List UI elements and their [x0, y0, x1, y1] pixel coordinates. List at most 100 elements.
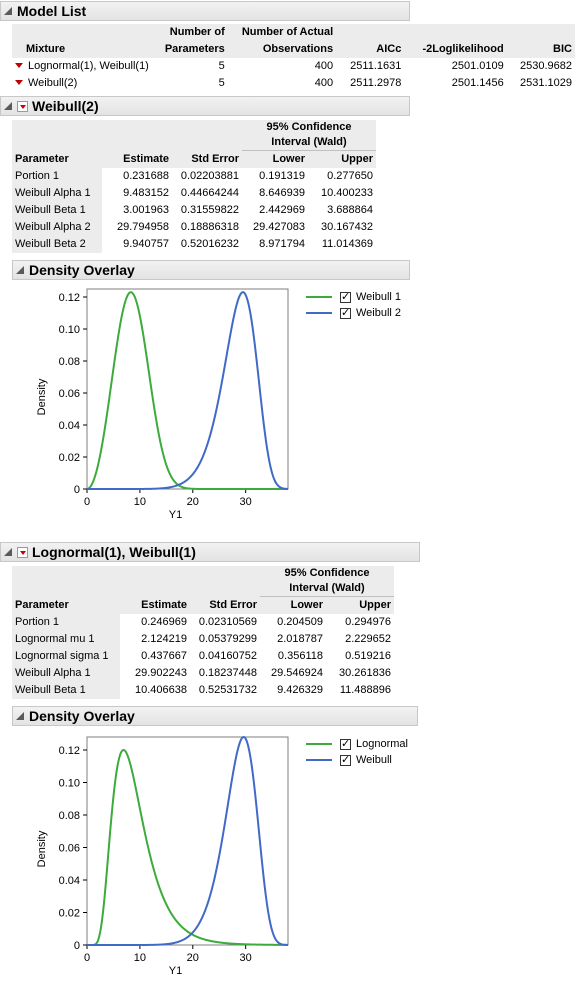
ci-header-line1: 95% Confidence: [266, 121, 352, 133]
legend-label: Weibull 2: [356, 307, 402, 319]
col-header-stderr: Std Error: [172, 150, 242, 168]
y-axis-label: Density: [36, 830, 48, 867]
x-tick-label: 10: [134, 496, 146, 508]
estimate-cell: 0.231688: [123, 170, 169, 182]
mixture-name: Weibull(2): [28, 77, 78, 89]
col-header-parameter: Parameter: [12, 150, 102, 168]
stderr-cell: 0.05379299: [198, 633, 257, 645]
checkbox-icon[interactable]: [340, 737, 351, 750]
y-tick-label: 0.04: [59, 875, 80, 887]
model-list-header[interactable]: Model List: [0, 1, 410, 21]
y-tick-label: 0.06: [59, 843, 80, 855]
ci-header: 95% Confidence Interval (Wald): [260, 566, 394, 597]
red-triangle-menu-icon[interactable]: [15, 63, 23, 68]
y-tick-label: 0.06: [59, 388, 80, 400]
col-header-obs: Observations: [227, 41, 337, 58]
stderr-cell: 0.31559822: [180, 204, 239, 216]
estimate-cell: 2.124219: [141, 633, 187, 645]
density-overlay-header-1[interactable]: Density Overlay: [12, 260, 410, 280]
estimate-cell: 0.437667: [141, 650, 187, 662]
checkbox-icon[interactable]: [340, 753, 351, 766]
legend-item[interactable]: Lognormal: [306, 736, 408, 752]
x-axis-label: Y1: [169, 965, 182, 977]
col-header-stderr: Std Error: [190, 596, 260, 614]
ci-header-line2: Interval (Wald): [289, 582, 365, 594]
series-line-weibull: [87, 735, 289, 946]
params-cell: 5: [218, 77, 225, 89]
col-header-upper: Upper: [308, 150, 376, 168]
disclosure-icon[interactable]: [3, 101, 13, 111]
y-tick-label: 0.08: [59, 356, 80, 368]
red-triangle-menu-icon[interactable]: [17, 100, 28, 112]
y-tick-label: 0: [74, 940, 80, 952]
weibull2-title: Weibull(2): [32, 98, 99, 114]
ci-header: 95% Confidence Interval (Wald): [242, 120, 376, 151]
stderr-cell: 0.52016232: [180, 238, 239, 250]
overlay-title: Density Overlay: [29, 708, 135, 724]
lognormal-weibull-header[interactable]: Lognormal(1), Weibull(1): [0, 542, 420, 562]
legend-item[interactable]: Weibull 1: [306, 289, 401, 305]
bic-cell: 2530.9682: [520, 60, 572, 72]
disclosure-icon[interactable]: [3, 547, 13, 557]
stderr-cell: 0.52531732: [198, 684, 257, 696]
y-tick-label: 0.10: [59, 778, 80, 790]
x-tick-label: 30: [240, 952, 252, 964]
stderr-cell: 0.18237448: [198, 667, 257, 679]
legend-label: Weibull 1: [356, 291, 402, 303]
checkbox-icon[interactable]: [340, 290, 351, 303]
plot-frame: [86, 736, 289, 946]
lower-cell: 0.191319: [259, 170, 305, 182]
estimate-cell: 29.902243: [135, 667, 187, 679]
legend-label: Weibull: [356, 754, 392, 766]
series-line-weibull-2: [87, 291, 289, 490]
legend-swatch: [306, 296, 332, 298]
loglik-cell: 2501.1456: [451, 77, 504, 89]
table-row: Lognormal(1), Weibull(1) 5 400 2511.1631…: [12, 58, 575, 75]
upper-cell: 0.277650: [327, 170, 373, 182]
model-row-menu[interactable]: Weibull(2): [12, 75, 158, 92]
model-list-table: Number of Number of Actual Mixture Param…: [12, 24, 575, 92]
estimate-cell: 3.001963: [123, 204, 169, 216]
lower-cell: 29.546924: [271, 667, 323, 679]
col-header-mixture: Mixture: [12, 41, 158, 58]
bic-cell: 2531.1029: [520, 77, 572, 89]
y-tick-label: 0.02: [59, 452, 80, 464]
col-header-upper: Upper: [326, 596, 394, 614]
y-tick-label: 0.02: [59, 908, 80, 920]
x-tick-label: 0: [84, 952, 90, 964]
param-name-cell: Weibull Beta 1: [12, 682, 120, 699]
table-row: Weibull Alpha 2 29.794958 0.18886318 29.427…: [12, 219, 376, 236]
density-chart-lognormal-weibull: 0 0.02 0.04 0.06 0.08 0.10 0.12 0 10 20 30 Y1 Densit…: [36, 735, 289, 977]
estimate-cell: 9.940757: [123, 238, 169, 250]
model-row-menu[interactable]: Lognormal(1), Weibull(1): [12, 58, 158, 75]
estimate-cell: 9.483152: [123, 187, 169, 199]
weibull2-header[interactable]: Weibull(2): [0, 96, 410, 116]
disclosure-icon[interactable]: [15, 711, 25, 721]
disclosure-icon[interactable]: [3, 6, 13, 16]
checkbox-icon[interactable]: [340, 306, 351, 319]
col-header-aicc: AICc: [336, 41, 405, 58]
upper-cell: 10.400233: [321, 187, 373, 199]
legend-label: Lognormal: [356, 738, 408, 750]
density-overlay-header-2[interactable]: Density Overlay: [12, 706, 418, 726]
col-header-lower: Lower: [242, 150, 308, 168]
red-triangle-menu-icon[interactable]: [17, 546, 28, 558]
lower-cell: 0.204509: [277, 616, 323, 628]
density-chart-weibull2: 0 0.02 0.04 0.06 0.08 0.10 0.12 0 10 20 30 Y1 Densit…: [36, 288, 289, 521]
legend-swatch: [306, 312, 332, 314]
red-triangle-menu-icon[interactable]: [15, 80, 23, 85]
series-line-lognormal: [87, 748, 288, 946]
legend-item[interactable]: Weibull 2: [306, 305, 401, 321]
x-tick-label: 10: [134, 952, 146, 964]
aicc-cell: 2511.1631: [350, 60, 402, 72]
param-name-cell: Portion 1: [12, 168, 102, 185]
col-header-parameter: Parameter: [12, 596, 120, 614]
legend-item[interactable]: Weibull: [306, 752, 408, 768]
upper-cell: 0.519216: [345, 650, 391, 662]
lower-cell: 9.426329: [277, 684, 323, 696]
disclosure-icon[interactable]: [15, 265, 25, 275]
table-row: Lognormal mu 1 2.124219 0.05379299 2.018787…: [12, 631, 394, 648]
col-header-params: Parameters: [157, 41, 228, 58]
col-header-loglik: -2Loglikelihood: [404, 41, 507, 58]
y-tick-label: 0.04: [59, 420, 80, 432]
